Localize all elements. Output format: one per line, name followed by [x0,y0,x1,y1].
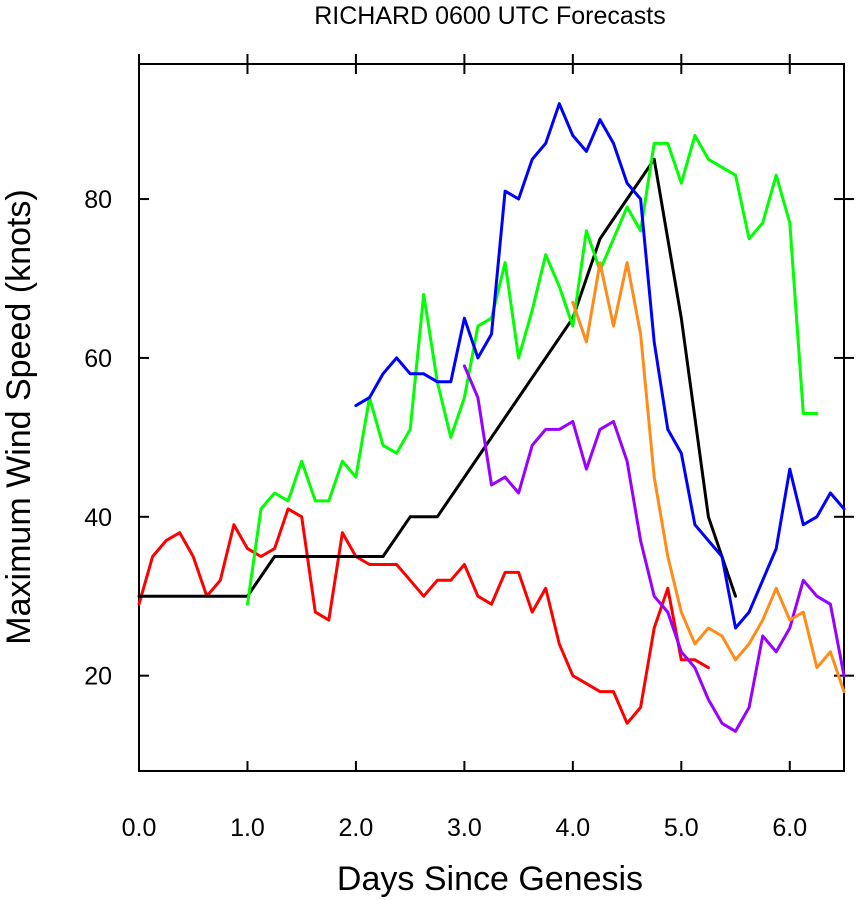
x-tick-label: 5.0 [664,814,699,842]
x-tick-label: 6.0 [772,814,807,842]
x-tick-label: 3.0 [447,814,482,842]
axis-tick-labels: 0.0 1.0 2.0 3.0 4.0 5.0 6.0 20 40 60 80 [84,186,807,842]
y-tick-label: 40 [84,504,112,532]
series-line-4 [354,102,846,630]
x-tick-label: 0.0 [122,814,157,842]
y-axis-label: Maximum Wind Speed (knots) [0,189,38,644]
x-axis-label: Days Since Genesis [337,860,643,898]
x-tick-label: 4.0 [555,814,590,842]
series-layer [137,102,846,733]
y-tick-label: 80 [84,186,112,214]
chart-title: RICHARD 0600 UTC Forecasts [314,2,665,30]
x-tick-label: 1.0 [230,814,265,842]
series-line-6 [571,261,846,694]
y-tick-label: 60 [84,345,112,373]
series-line-1 [137,507,710,725]
axis-ticks [138,54,854,771]
y-tick-label: 20 [84,663,112,691]
series-line-5 [462,364,846,733]
x-tick-label: 2.0 [339,814,374,842]
series-line-3 [246,134,819,606]
plot-frame [138,63,845,772]
